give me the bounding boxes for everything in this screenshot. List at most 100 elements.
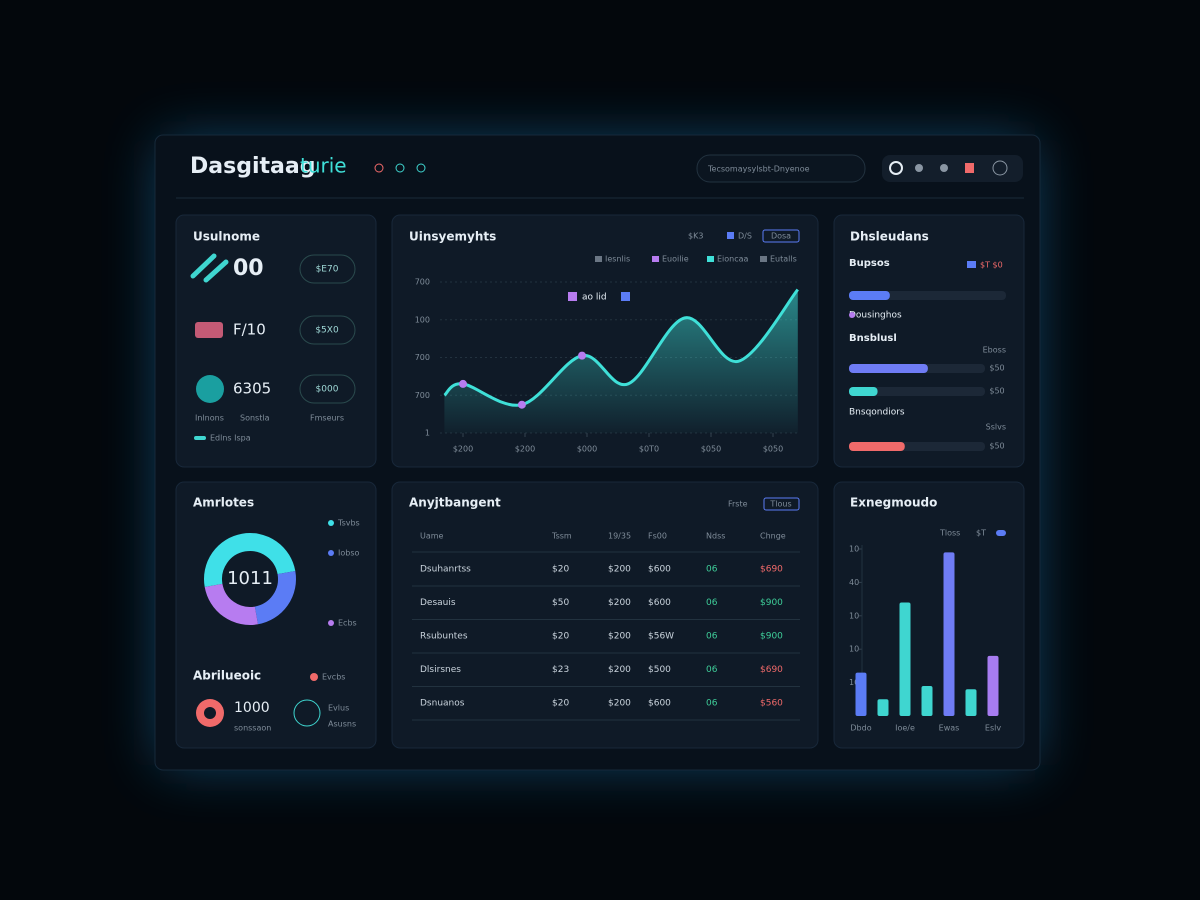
dot bbox=[310, 673, 318, 681]
cell: Dsuhanrtss bbox=[420, 565, 471, 575]
card-title: Usulnome bbox=[193, 230, 260, 244]
y-tick-label: 10 bbox=[849, 611, 859, 620]
stat-value: 6305 bbox=[233, 380, 271, 398]
button[interactable] bbox=[299, 374, 356, 404]
y-tick-label: 700 bbox=[415, 353, 430, 362]
icon bbox=[190, 253, 217, 279]
cell: 06 bbox=[706, 665, 718, 675]
cell: 06 bbox=[706, 598, 718, 608]
cell: 06 bbox=[706, 565, 718, 575]
card bbox=[833, 481, 1025, 749]
cell: $200 bbox=[608, 565, 631, 575]
value-label: $50 bbox=[989, 364, 1004, 373]
cell: $20 bbox=[552, 565, 569, 575]
icon bbox=[195, 322, 223, 338]
note: Fmseurs bbox=[310, 414, 344, 423]
legend-dot bbox=[328, 620, 334, 626]
cell: $50 bbox=[552, 598, 569, 608]
value-label: $T $0 bbox=[980, 261, 1003, 270]
x-tick-label: Eslv bbox=[985, 724, 1001, 733]
cell: $200 bbox=[608, 632, 631, 642]
legend-label: Tloss bbox=[939, 529, 960, 538]
point bbox=[578, 351, 587, 360]
icon[interactable] bbox=[940, 164, 948, 172]
card-title: Amrlotes bbox=[193, 496, 254, 510]
legend-label: Edlns Ispa bbox=[210, 434, 251, 443]
legend-swatch bbox=[652, 256, 659, 262]
button-label[interactable]: $5X0 bbox=[315, 326, 339, 336]
summary-caption: sonssaon bbox=[234, 724, 271, 733]
icon[interactable] bbox=[992, 160, 1008, 176]
search-box[interactable] bbox=[696, 154, 866, 183]
note: Eboss bbox=[983, 346, 1006, 355]
column-header: Ndss bbox=[706, 532, 725, 541]
annotation: ao lid bbox=[582, 293, 607, 303]
progress-label: Dousinghos bbox=[849, 311, 902, 321]
progress-label: Bupsos bbox=[849, 258, 890, 269]
progress-label: Bnsqondiors bbox=[849, 408, 905, 418]
card-title: Uinsyemyhts bbox=[409, 230, 496, 244]
x-tick-label: $050 bbox=[701, 445, 721, 454]
point bbox=[459, 379, 467, 388]
button[interactable] bbox=[299, 254, 356, 284]
x-tick-label: Dbdo bbox=[850, 724, 871, 733]
cell: $200 bbox=[608, 665, 631, 675]
x-tick-label: Ewas bbox=[939, 724, 960, 733]
donut-center: 1011 bbox=[227, 568, 273, 589]
icon[interactable] bbox=[915, 164, 923, 172]
cell: 06 bbox=[706, 699, 718, 709]
cell: $900 bbox=[760, 598, 783, 608]
cell: Rsubuntes bbox=[420, 632, 468, 642]
dot bbox=[849, 312, 855, 318]
card-title: Exnegmoudo bbox=[850, 496, 937, 510]
note: Inlnons bbox=[195, 414, 224, 423]
legend-label: Eutalls bbox=[770, 255, 797, 264]
icon[interactable] bbox=[965, 163, 974, 173]
summary-value: 1000 bbox=[234, 700, 270, 716]
stat-value: 00 bbox=[233, 256, 264, 281]
x-tick-label: $050 bbox=[763, 445, 783, 454]
badge-label: Dosa bbox=[771, 232, 791, 241]
search-placeholder[interactable]: Tecsomaysylsbt-Dnyenoe bbox=[707, 165, 810, 174]
filter[interactable]: Frste bbox=[728, 500, 748, 509]
button-label[interactable]: $000 bbox=[316, 385, 339, 395]
y-tick-label: 10 bbox=[849, 645, 859, 654]
column-header: Uame bbox=[420, 532, 444, 541]
app-title-accent: turie bbox=[300, 154, 347, 178]
cell: $56W bbox=[648, 632, 674, 642]
icon bbox=[204, 707, 216, 719]
area bbox=[444, 289, 798, 433]
progress-bar bbox=[849, 387, 878, 396]
bar bbox=[899, 602, 911, 716]
point bbox=[517, 400, 526, 409]
value-label: $50 bbox=[989, 442, 1004, 451]
x-tick-label: $000 bbox=[577, 445, 597, 454]
legend-dot bbox=[328, 520, 334, 526]
button-label[interactable]: $E70 bbox=[316, 265, 339, 275]
card-title: Anyjtbangent bbox=[409, 496, 501, 510]
progress-bar bbox=[849, 291, 890, 300]
legend-swatch bbox=[967, 261, 976, 268]
column-header: Tssm bbox=[551, 532, 572, 541]
cell: $200 bbox=[608, 598, 631, 608]
icon[interactable] bbox=[889, 161, 903, 175]
dot bbox=[416, 163, 426, 173]
legend-swatch bbox=[727, 232, 734, 239]
legend-label: Eioncaa bbox=[717, 255, 749, 264]
icon bbox=[293, 699, 321, 727]
cell: Dsnuanos bbox=[420, 699, 465, 709]
legend-label: Iobso bbox=[338, 549, 360, 558]
badge: Evcbs bbox=[322, 673, 345, 682]
card-title: Dhsleudans bbox=[850, 230, 929, 244]
bar bbox=[987, 655, 999, 716]
card bbox=[391, 481, 819, 749]
y-tick-label: 10 bbox=[849, 545, 859, 554]
badge bbox=[763, 497, 800, 511]
legend-label: Euoilie bbox=[662, 255, 689, 264]
legend-label: Iesnlis bbox=[605, 255, 630, 264]
x-tick-label: $200 bbox=[515, 445, 535, 454]
button[interactable] bbox=[299, 315, 356, 345]
x-tick-label: Ioe/e bbox=[895, 724, 915, 733]
note: Sslvs bbox=[986, 423, 1006, 432]
y-tick-label: 1 bbox=[425, 429, 430, 438]
